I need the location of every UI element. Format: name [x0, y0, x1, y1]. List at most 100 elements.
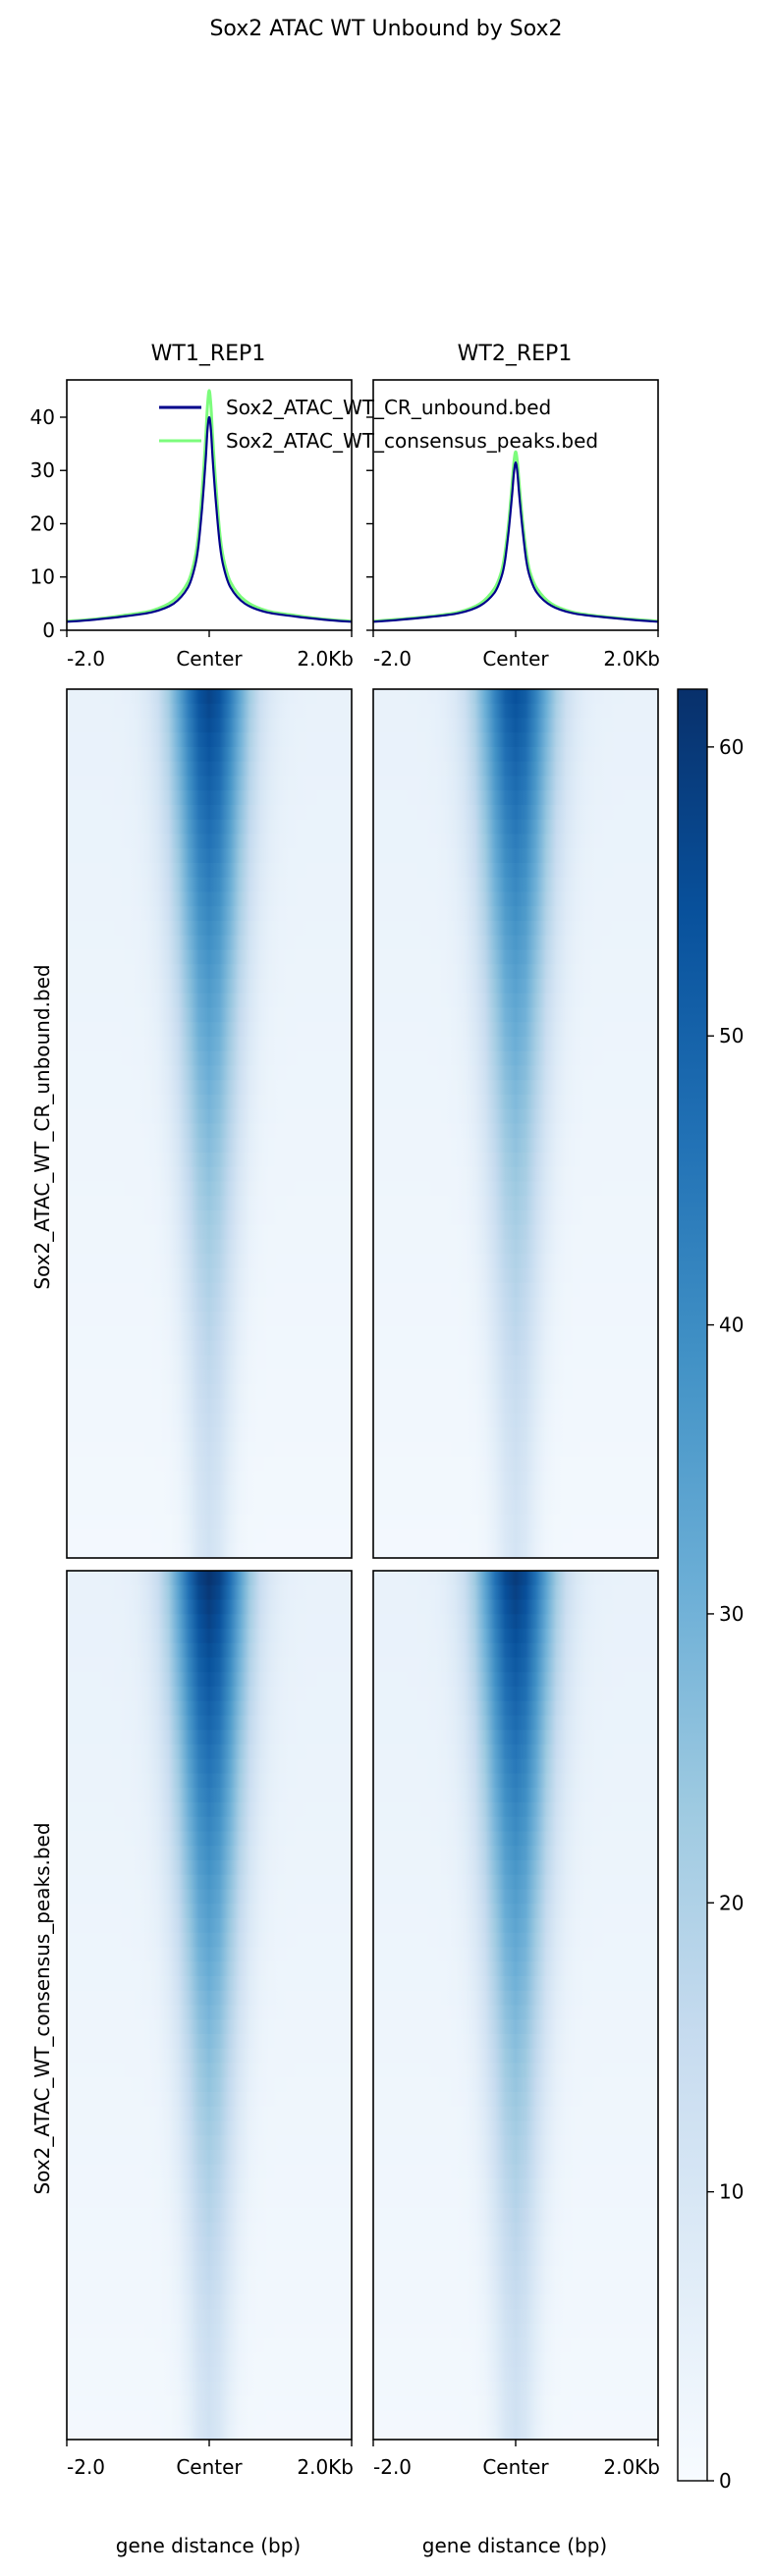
heatmap-strip	[373, 732, 658, 748]
heatmap-strip	[373, 1196, 658, 1211]
heatmap-strip	[67, 1846, 352, 1861]
heatmap-strip	[67, 1254, 352, 1269]
heatmap-strip	[67, 2382, 352, 2397]
heatmap-strip	[67, 1889, 352, 1905]
heatmap-strip	[373, 2019, 658, 2035]
heatmap-strip	[373, 1181, 658, 1198]
series-line-consensus	[372, 450, 659, 623]
heatmap-strip	[373, 2425, 658, 2440]
legend-label-consensus: Sox2_ATAC_WT_consensus_peaks.bed	[226, 429, 598, 453]
heatmap-strip	[373, 1932, 658, 1949]
figure-title: Sox2 ATAC WT Unbound by Sox2	[209, 17, 562, 41]
heatmap-strip	[67, 863, 352, 879]
heatmap-strip	[67, 2150, 352, 2166]
heatmap-strip	[67, 761, 352, 778]
heatmap-strip	[373, 1166, 658, 1183]
x-tick-label: Center	[482, 2455, 549, 2479]
heatmap-strip	[67, 2395, 352, 2412]
heatmap-strip	[373, 2135, 658, 2151]
heatmap-strip	[373, 1456, 658, 1473]
y-tick-label: 0	[42, 618, 55, 642]
heatmap-strip	[67, 1543, 352, 1558]
heatmap-strip	[67, 1007, 352, 1024]
heatmap-strip	[67, 1398, 352, 1415]
heatmap-strip	[67, 2294, 352, 2311]
heatmap-strip	[67, 1629, 352, 1644]
heatmap-strip	[67, 1080, 352, 1096]
heatmap-strip	[67, 2251, 352, 2267]
x-tick-label: -2.0	[67, 2455, 105, 2479]
heatmap-strip	[67, 1599, 352, 1616]
heatmap-strip	[373, 1744, 658, 1760]
heatmap-strip	[373, 1961, 658, 1977]
colorbar-tick-label: 30	[719, 1602, 744, 1626]
heatmap-strip	[373, 1584, 658, 1601]
heatmap-strip	[373, 949, 658, 966]
legend-label-unbound: Sox2_ATAC_WT_CR_unbound.bed	[226, 396, 551, 419]
heatmap-strip	[67, 1065, 352, 1082]
heatmap-strip	[373, 1080, 658, 1096]
heatmap-strip	[67, 935, 352, 951]
heatmap-strip	[373, 1138, 658, 1154]
heatmap-strip	[373, 2280, 658, 2296]
heatmap-strip	[373, 1918, 658, 1934]
heatmap-strip	[373, 1571, 658, 1586]
heatmap-frame	[66, 688, 353, 1559]
heatmap-strip	[67, 1326, 352, 1342]
heatmap-strip	[67, 1904, 352, 1919]
heatmap-strip	[67, 1500, 352, 1516]
heatmap-strip	[373, 2382, 658, 2397]
heatmap-strip	[67, 1918, 352, 1934]
heatmap-strip	[373, 819, 658, 835]
heatmap-strip	[373, 2005, 658, 2021]
heatmap-strip	[67, 1239, 352, 1256]
y-tick-label: 30	[30, 458, 55, 482]
heatmap-strip	[373, 1108, 658, 1125]
heatmap-strip	[373, 1874, 658, 1891]
heatmap-strip	[67, 2135, 352, 2151]
heatmap-strip	[67, 2410, 352, 2427]
heatmap-strip	[67, 2164, 352, 2180]
heatmap-strip	[67, 732, 352, 748]
heatmap-strip	[67, 805, 352, 821]
heatmap-strip	[67, 1860, 352, 1876]
colorbar-tick-label: 0	[719, 2469, 732, 2493]
heatmap-strip	[373, 2092, 658, 2108]
heatmap-strip	[373, 1413, 658, 1429]
heatmap-strip	[373, 703, 658, 720]
heatmap-strip	[67, 1947, 352, 1963]
heatmap-strip	[67, 1312, 352, 1327]
heatmap-strip	[373, 1947, 658, 1963]
heatmap-strip	[67, 1037, 352, 1052]
heatmap-strip	[373, 877, 658, 893]
heatmap-strip	[373, 2309, 658, 2325]
heatmap-strip	[67, 2048, 352, 2065]
heatmap-strip	[67, 1413, 352, 1429]
profile-title-wt1: WT1_REP1	[151, 342, 266, 366]
heatmap-strip	[373, 1239, 658, 1256]
heatmap-strip	[67, 2236, 352, 2253]
heatmap-strip	[67, 1456, 352, 1473]
heatmap-strip	[373, 1990, 658, 2007]
colorbar: 0 10 20 30 40 50 60	[677, 688, 744, 2493]
heatmap-strip	[373, 1355, 658, 1371]
heatmap-strip	[67, 1442, 352, 1458]
heatmap-strip	[373, 906, 658, 922]
heatmap-strip	[373, 747, 658, 763]
heatmap-strip	[67, 1471, 352, 1487]
x-tick-label: -2.0	[373, 647, 412, 671]
heatmap-strip	[67, 1153, 352, 1168]
profile-plot-wt2: -2.0 Center 2.0Kb	[366, 379, 660, 671]
heatmap-strip	[67, 2019, 352, 2035]
x-tick-label: 2.0Kb	[603, 647, 660, 671]
heatmap-strip	[373, 805, 658, 821]
y-tick-label: 40	[30, 405, 55, 429]
heatmap-strip	[67, 2193, 352, 2209]
heatmap-strip	[67, 1788, 352, 1803]
heatmap-strip	[373, 761, 658, 778]
heatmap-strip	[373, 2410, 658, 2427]
heatmap-strip	[373, 2395, 658, 2412]
heatmap-strip	[67, 993, 352, 1009]
colorbar-tick-label: 20	[719, 1891, 744, 1914]
heatmap-strip	[67, 1614, 352, 1630]
